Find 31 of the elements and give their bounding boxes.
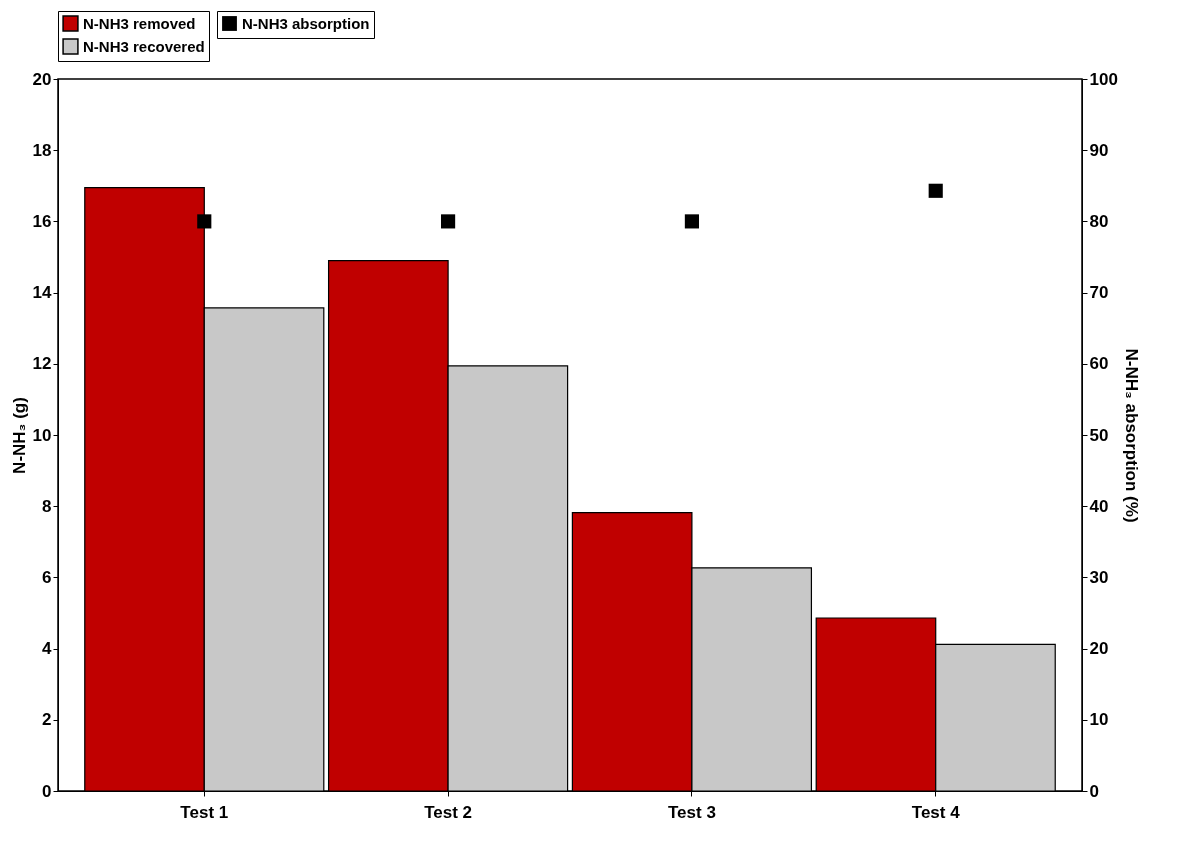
y2-tick-label: 80 xyxy=(1089,211,1109,231)
y-tick-label: 0 xyxy=(42,781,52,801)
y-tick-label: 20 xyxy=(32,69,52,89)
y-tick-label: 16 xyxy=(32,211,52,231)
y2-tick-label: 60 xyxy=(1089,354,1109,374)
y-tick-label: 8 xyxy=(42,496,52,516)
x-tick-label: Test 3 xyxy=(667,802,716,822)
y-tick-label: 4 xyxy=(42,639,53,659)
y2-tick-label: 100 xyxy=(1089,69,1118,89)
y2-axis-title: N-NH₃ absorption (%) xyxy=(1121,348,1141,523)
x-tick-label: Test 1 xyxy=(180,802,229,822)
y2-tick-label: 10 xyxy=(1089,710,1109,730)
legend-label: N-NH3 removed xyxy=(83,14,196,32)
y-tick-label: 12 xyxy=(32,354,52,374)
y-tick-label: 18 xyxy=(32,140,52,160)
y2-tick-label: 20 xyxy=(1089,639,1109,659)
legend-label: N-NH3 recovered xyxy=(83,37,205,55)
y2-tick-label: 40 xyxy=(1089,496,1109,516)
y-axis-title: N-NH₃ (g) xyxy=(9,397,29,474)
y2-tick-label: 50 xyxy=(1089,425,1109,445)
y2-tick-label: 30 xyxy=(1089,567,1109,587)
y-tick-label: 10 xyxy=(32,425,52,445)
y-tick-label: 2 xyxy=(42,710,52,730)
y-tick-label: 6 xyxy=(42,567,52,587)
y2-tick-label: 90 xyxy=(1089,140,1109,160)
x-tick-label: Test 2 xyxy=(424,802,473,822)
legend-label: N-NH3 absorption xyxy=(242,14,370,32)
y2-tick-label: 70 xyxy=(1089,283,1109,303)
y2-tick-label: 0 xyxy=(1089,781,1099,801)
y-tick-label: 14 xyxy=(32,283,53,303)
x-tick-label: Test 4 xyxy=(911,802,961,822)
